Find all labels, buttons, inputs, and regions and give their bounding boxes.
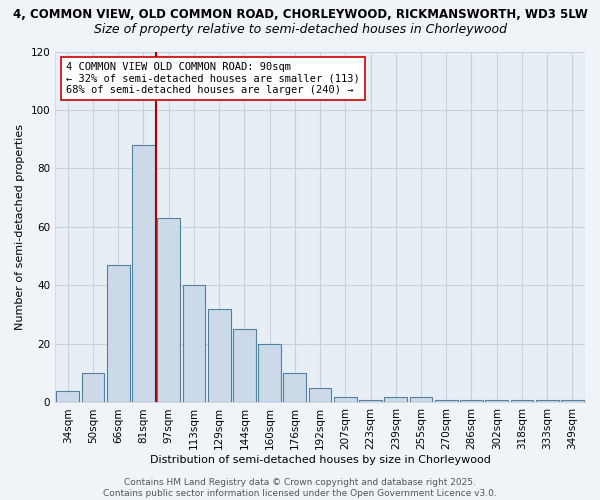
Bar [309, 388, 331, 402]
Text: 4 COMMON VIEW OLD COMMON ROAD: 90sqm
← 32% of semi-detached houses are smaller (: 4 COMMON VIEW OLD COMMON ROAD: 90sqm ← 3… [66, 62, 359, 95]
Bar [435, 400, 458, 402]
Bar [410, 396, 433, 402]
Text: Size of property relative to semi-detached houses in Chorleywood: Size of property relative to semi-detach… [94, 22, 506, 36]
Bar [258, 344, 281, 403]
Y-axis label: Number of semi-detached properties: Number of semi-detached properties [15, 124, 25, 330]
Bar [132, 145, 155, 403]
Bar [334, 396, 356, 402]
Text: Contains HM Land Registry data © Crown copyright and database right 2025.
Contai: Contains HM Land Registry data © Crown c… [103, 478, 497, 498]
Bar [107, 265, 130, 402]
Bar [511, 400, 533, 402]
Bar [485, 400, 508, 402]
Bar [208, 309, 230, 402]
Text: 4, COMMON VIEW, OLD COMMON ROAD, CHORLEYWOOD, RICKMANSWORTH, WD3 5LW: 4, COMMON VIEW, OLD COMMON ROAD, CHORLEY… [13, 8, 587, 20]
Bar [157, 218, 180, 402]
Bar [460, 400, 483, 402]
Bar [283, 373, 306, 402]
X-axis label: Distribution of semi-detached houses by size in Chorleywood: Distribution of semi-detached houses by … [149, 455, 491, 465]
Bar [359, 400, 382, 402]
Bar [233, 330, 256, 402]
Bar [82, 373, 104, 402]
Bar [182, 286, 205, 403]
Bar [56, 391, 79, 402]
Bar [385, 396, 407, 402]
Bar [536, 400, 559, 402]
Bar [561, 400, 584, 402]
